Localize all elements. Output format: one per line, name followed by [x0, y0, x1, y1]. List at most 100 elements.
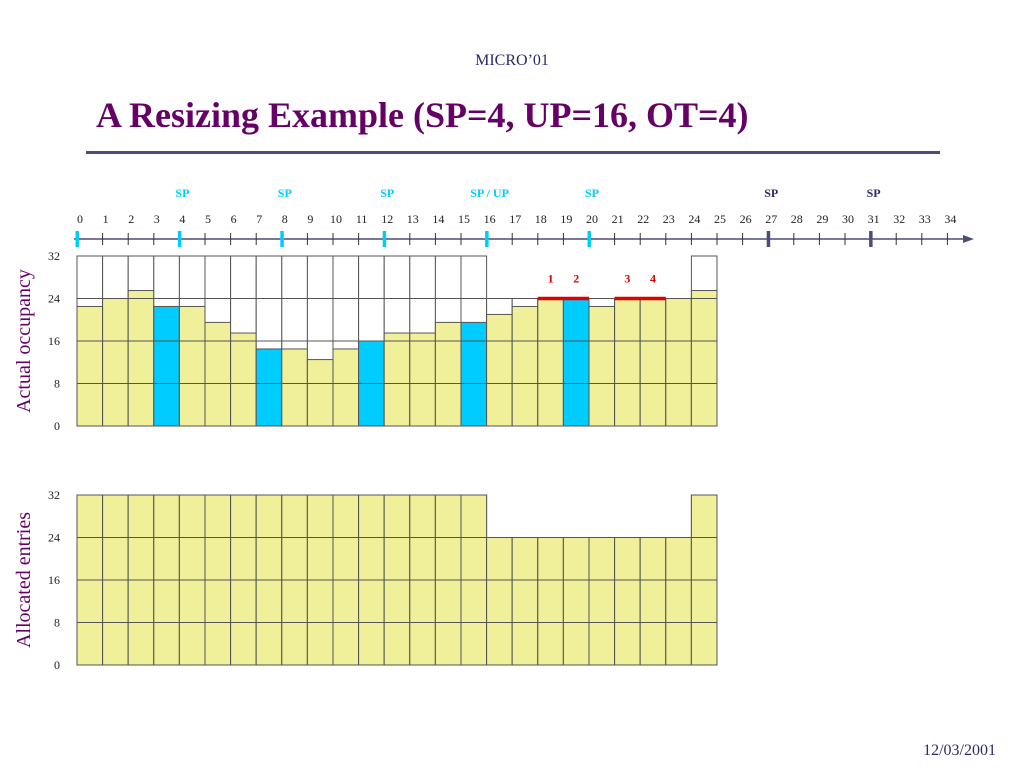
timeline-tick-label: 6 [231, 212, 237, 226]
bar [511, 537, 539, 666]
timeline-tick-label: 3 [154, 212, 160, 226]
timeline-tick-label: 29 [816, 212, 828, 226]
y-tick-label: 16 [48, 334, 60, 348]
bar [76, 305, 104, 427]
timeline-tick-label: 14 [432, 212, 444, 226]
bar [665, 537, 692, 666]
y-tick-label: 8 [54, 616, 60, 630]
resize-step-label: 4 [650, 272, 656, 286]
timeline-tick-label: 18 [535, 212, 547, 226]
timeline-tick-label: 31 [868, 212, 880, 226]
sp-marker [766, 231, 771, 247]
bar [562, 298, 590, 427]
sp-label: SP [278, 186, 292, 200]
bar [614, 298, 641, 427]
timeline-tick-label: 19 [560, 212, 572, 226]
y-tick-label: 32 [48, 249, 60, 263]
bar [306, 359, 334, 427]
sp-marker [177, 231, 182, 247]
timeline-tick-label: 23 [663, 212, 675, 226]
sp-label: SP [380, 186, 394, 200]
bar [409, 332, 436, 427]
sp-label: SP [867, 186, 881, 200]
timeline-tick-label: 27 [765, 212, 777, 226]
bar [639, 298, 667, 427]
footer-date: 12/03/2001 [923, 742, 996, 759]
sp-marker [869, 231, 873, 247]
timeline-tick-label: 17 [509, 212, 521, 226]
bar [127, 290, 155, 427]
timeline-tick-label: 30 [842, 212, 854, 226]
timeline-tick-label: 1 [103, 212, 109, 226]
timeline-tick-label: 22 [637, 212, 649, 226]
timeline-tick-label: 21 [612, 212, 624, 226]
y-tick-label: 16 [48, 573, 60, 587]
conference-header: MICRO’01 [475, 52, 549, 69]
timeline-tick-label: 5 [205, 212, 211, 226]
timeline-tick-label: 25 [714, 212, 726, 226]
bar [690, 290, 718, 427]
y-tick-label: 32 [48, 488, 60, 502]
timeline-tick-label: 20 [586, 212, 598, 226]
sp-label: SP [585, 186, 599, 200]
timeline-tick-label: 8 [282, 212, 288, 226]
y-tick-label: 8 [54, 377, 60, 391]
timeline-tick-label: 32 [893, 212, 905, 226]
resize-step-label: 2 [573, 272, 579, 286]
timeline-tick-label: 26 [740, 212, 752, 226]
bar [204, 321, 232, 427]
bar [383, 332, 411, 427]
timeline-tick-label: 9 [307, 212, 313, 226]
bar [153, 305, 180, 427]
timeline-tick-label: 16 [484, 212, 496, 226]
timeline-tick-label: 11 [356, 212, 368, 226]
timeline-tick-label: 15 [458, 212, 470, 226]
bar [588, 305, 616, 427]
sp-marker [485, 231, 489, 247]
sp-marker [382, 231, 387, 247]
y-tick-label: 24 [48, 531, 60, 545]
timeline-tick-label: 33 [919, 212, 931, 226]
timeline-tick-label: 28 [791, 212, 803, 226]
y-axis-title: Actual occupancy [13, 269, 35, 413]
sp-label: SP [175, 186, 189, 200]
bar [665, 298, 692, 427]
y-tick-label: 24 [48, 292, 60, 306]
bar [102, 298, 129, 427]
bar [614, 537, 641, 666]
timeline-tick-label: 10 [330, 212, 342, 226]
bar [511, 305, 539, 427]
y-tick-label: 0 [54, 419, 60, 433]
timeline-tick-label: 13 [407, 212, 419, 226]
y-tick-label: 0 [54, 658, 60, 672]
timeline-tick-label: 0 [77, 212, 83, 226]
slide-title: A Resizing Example (SP=4, UP=16, OT=4) [96, 95, 749, 135]
bar [255, 348, 283, 427]
bar [460, 321, 488, 427]
bar [639, 537, 667, 666]
bar [230, 332, 257, 427]
sp-label: SP [764, 186, 778, 200]
bar [486, 313, 513, 427]
timeline-tick-label: 12 [381, 212, 393, 226]
start-marker [75, 231, 79, 247]
timeline-arrow [963, 235, 974, 243]
sp-marker [280, 231, 284, 247]
resize-step-label: 3 [624, 272, 630, 286]
timeline-tick-label: 4 [179, 212, 185, 226]
timeline-tick-label: 34 [944, 212, 956, 226]
timeline-tick-label: 7 [256, 212, 262, 226]
title-divider [86, 151, 940, 154]
bar [486, 537, 513, 666]
bar [332, 348, 360, 427]
bar [588, 537, 616, 666]
bar [281, 348, 308, 427]
sp-label: SP / UP [470, 186, 509, 200]
timeline-tick-label: 24 [688, 212, 700, 226]
timeline-tick-label: 2 [128, 212, 134, 226]
sp-marker [587, 231, 591, 247]
bar [434, 321, 462, 427]
resize-step-label: 1 [548, 272, 554, 286]
bar [178, 305, 206, 427]
